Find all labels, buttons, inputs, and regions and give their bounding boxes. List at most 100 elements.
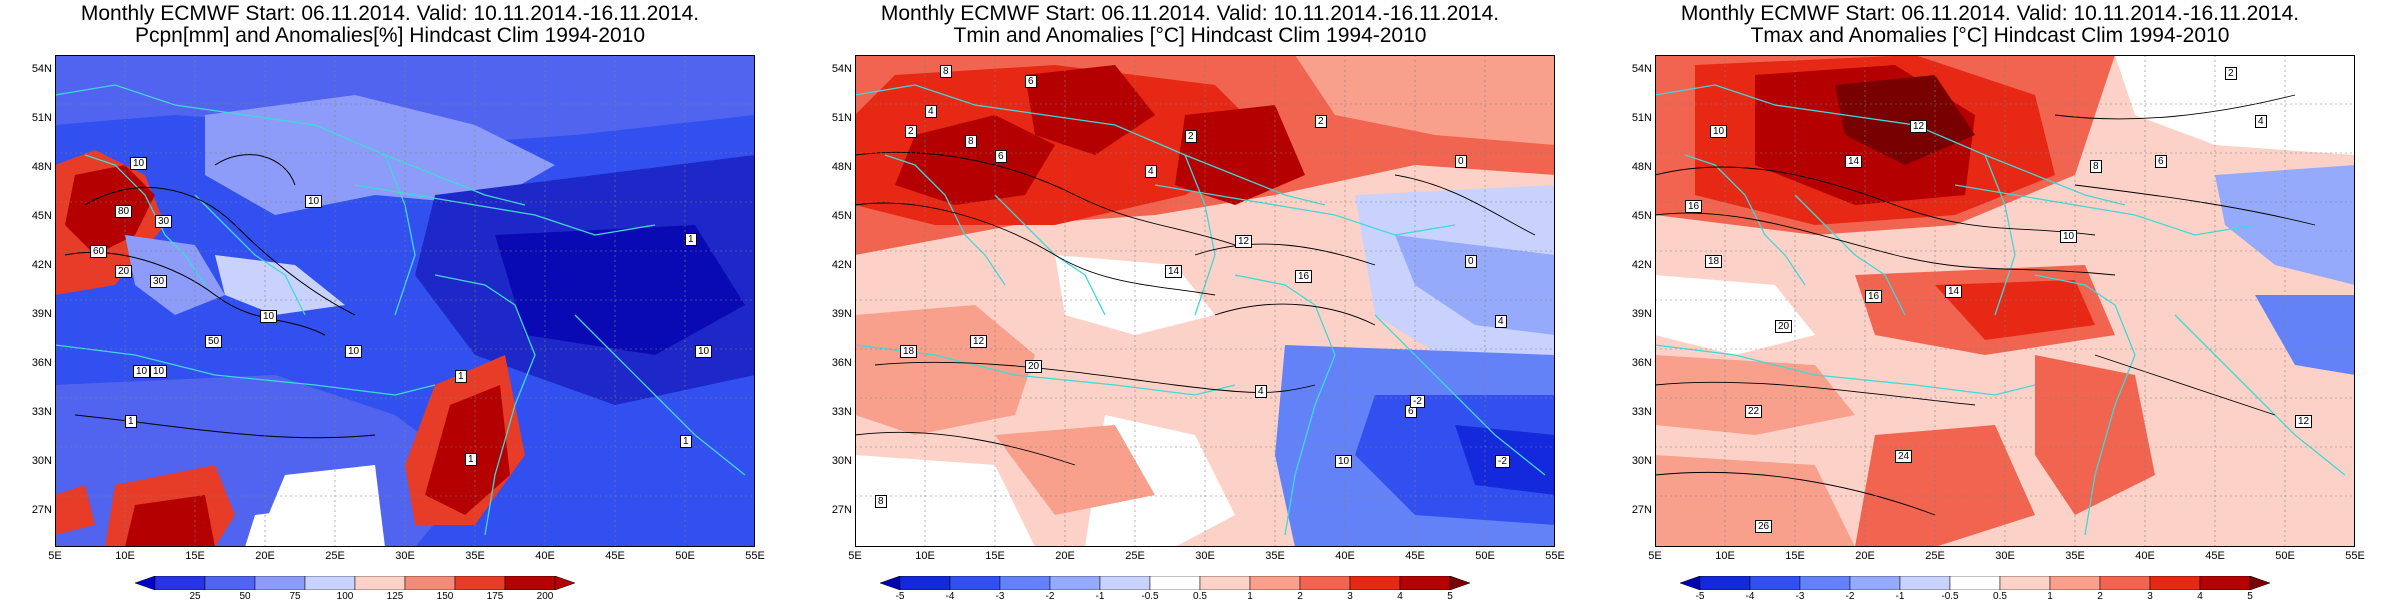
contour-label: 10 [133, 365, 151, 378]
lat-label: 39N [31, 308, 52, 320]
lat-label: 42N [1631, 259, 1652, 271]
lat-label: 48N [831, 161, 852, 173]
contour-label: 6 [2155, 155, 2167, 168]
colorbar-label: 2 [2097, 591, 2103, 602]
map-tmin: 8 6 4 2 2 6 8 4 2 0 12 16 14 20 18 12 10… [855, 55, 1555, 547]
contour-label: 20 [1775, 320, 1793, 333]
lat-label: 54N [831, 63, 852, 75]
contour-label: 2 [1315, 115, 1327, 128]
colorbar-label: 4 [1397, 591, 1403, 602]
lon-label: 30E [395, 550, 415, 562]
contour-label: 24 [1895, 450, 1913, 463]
map-tmax: 2 4 6 8 10 12 14 16 18 20 22 24 26 10 12… [1655, 55, 2355, 547]
lat-label: 27N [1631, 504, 1652, 516]
colorbar-label: -2 [1845, 591, 1855, 602]
lon-label: 45E [2205, 550, 2225, 562]
colorbar-label: 50 [239, 591, 251, 602]
lon-label: 10E [115, 550, 135, 562]
colorbar-label: 75 [289, 591, 301, 602]
lat-label: 45N [31, 210, 52, 222]
contour-label: 14 [1845, 155, 1863, 168]
contour-label: 12 [1235, 235, 1253, 248]
contour-label: 4 [1255, 385, 1267, 398]
contour-label: 4 [1495, 315, 1507, 328]
lon-label: 5E [848, 550, 862, 562]
colorbar-label: 5 [2247, 591, 2253, 602]
lat-label: 27N [831, 504, 852, 516]
contour-label: 10 [345, 345, 363, 358]
lat-label: 36N [831, 357, 852, 369]
contour-label: -2 [1410, 395, 1425, 408]
colorbar-label: 175 [486, 591, 504, 602]
colorbar-tmax [1680, 576, 2271, 590]
contour-label: 22 [1745, 405, 1763, 418]
contour-label: 10 [695, 345, 713, 358]
lon-label: 20E [1855, 550, 1875, 562]
colorbar-label: 100 [336, 591, 354, 602]
contour-label: 14 [1945, 285, 1963, 298]
lon-label: 55E [1545, 550, 1565, 562]
contour-label: -2 [1495, 455, 1510, 468]
contour-label: 16 [1685, 200, 1703, 213]
panel-title-line2: Tmin and Anomalies [°C] Hindcast Clim 19… [953, 24, 1427, 47]
lon-label: 10E [915, 550, 935, 562]
contour-label: 8 [965, 135, 977, 148]
colorbar-label: -3 [1795, 591, 1805, 602]
contour-label: 2 [2225, 67, 2237, 80]
lon-label: 35E [1265, 550, 1285, 562]
contour-label: 26 [1755, 520, 1773, 533]
contour-label: 30 [155, 215, 173, 228]
lon-label: 20E [255, 550, 275, 562]
colorbar-label: 150 [436, 591, 454, 602]
contour-label: 12 [1910, 120, 1928, 133]
colorbar-label: -3 [995, 591, 1005, 602]
contour-label: 8 [2090, 160, 2102, 173]
contour-label: 1 [465, 453, 477, 466]
contour-label: 10 [1335, 455, 1353, 468]
lon-label: 50E [675, 550, 695, 562]
colorbar-label: -4 [945, 591, 955, 602]
lat-label: 33N [1631, 406, 1652, 418]
lon-label: 40E [535, 550, 555, 562]
lat-label: 42N [31, 259, 52, 271]
contour-label: 30 [150, 275, 168, 288]
contour-label: 18 [1705, 255, 1723, 268]
lon-label: 5E [1648, 550, 1662, 562]
panel-pcpn: Monthly ECMWF Start: 06.11.2014. Valid: … [0, 0, 780, 602]
lat-label: 48N [31, 161, 52, 173]
colorbar-label: 1 [1247, 591, 1253, 602]
contour-label: 60 [90, 245, 108, 258]
colorbar-label: -2 [1045, 591, 1055, 602]
lat-label: 33N [31, 406, 52, 418]
colorbar-label: 0.5 [1193, 591, 1207, 602]
map-tmax-field [1655, 55, 2355, 547]
lat-label: 36N [31, 357, 52, 369]
contour-label: 20 [1025, 360, 1043, 373]
lat-label: 36N [1631, 357, 1652, 369]
lon-label: 35E [2065, 550, 2085, 562]
lon-label: 45E [605, 550, 625, 562]
contour-label: 4 [2255, 115, 2267, 128]
contour-label: 80 [115, 205, 133, 218]
lon-label: 40E [2135, 550, 2155, 562]
contour-label: 4 [925, 105, 937, 118]
contour-label: 10 [2060, 230, 2078, 243]
lat-label: 42N [831, 259, 852, 271]
contour-label: 16 [1295, 270, 1313, 283]
contour-label: 10 [130, 157, 148, 170]
colorbar-label: 125 [386, 591, 404, 602]
contour-label: 16 [1865, 290, 1883, 303]
colorbar-label: 3 [2147, 591, 2153, 602]
colorbar-label: -0.5 [1941, 591, 1959, 602]
lat-label: 39N [1631, 308, 1652, 320]
colorbar-label: -1 [1895, 591, 1905, 602]
lon-label: 25E [325, 550, 345, 562]
contour-label: 2 [905, 125, 917, 138]
contour-label: 50 [205, 335, 223, 348]
lat-label: 54N [1631, 63, 1652, 75]
map-tmin-field [855, 55, 1555, 547]
lon-label: 30E [1195, 550, 1215, 562]
colorbar-label: 1 [2047, 591, 2053, 602]
contour-label: 4 [1145, 165, 1157, 178]
lat-label: 33N [831, 406, 852, 418]
